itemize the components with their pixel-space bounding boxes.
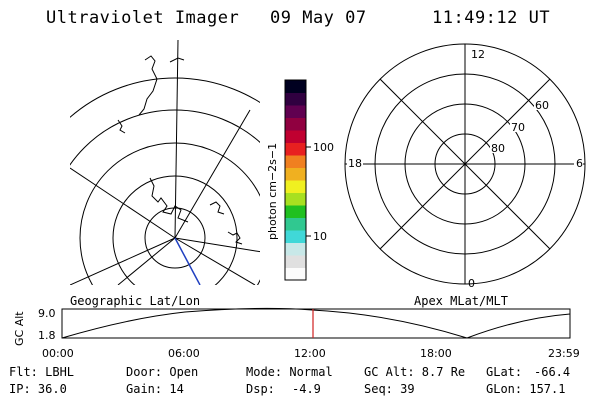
instrument-title: Ultraviolet Imager <box>46 8 240 28</box>
color-bar-frame <box>284 79 307 281</box>
color-bar-segment <box>285 242 306 256</box>
lat-circle <box>112 175 238 285</box>
x-tick-1800: 18:00 <box>420 347 452 360</box>
color-bar-segment <box>285 117 306 131</box>
ip-info: IP: 36.0 <box>9 382 67 396</box>
meridian-line <box>174 109 251 239</box>
color-bar-segment <box>285 130 306 143</box>
altitude-plot: 9.0 1.8 GC Alt 00:00 06:00 12:00 18:00 2… <box>13 307 580 360</box>
color-bar-segment <box>285 92 306 106</box>
seq-info: Seq: 39 <box>364 382 415 396</box>
lat-circle <box>70 109 260 166</box>
lat-circle <box>79 142 260 285</box>
coastline <box>138 55 158 116</box>
meridian-line <box>70 237 176 285</box>
color-bar <box>285 80 306 281</box>
mlat-label-70: 70 <box>511 121 525 134</box>
glat-info: GLat: <box>486 365 523 379</box>
color-bar-segment <box>285 217 306 231</box>
coastline <box>209 201 225 215</box>
coastline <box>227 231 243 245</box>
color-bar-segment <box>285 142 306 156</box>
altitude-curve <box>61 307 571 339</box>
coastline <box>149 177 189 223</box>
altitude-y-label: GC Alt <box>13 311 26 346</box>
altitude-y-min: 1.8 <box>38 329 56 342</box>
meridian-line <box>70 167 176 239</box>
x-tick-2359: 23:59 <box>548 347 580 360</box>
glat-value: -66.4 <box>534 365 571 379</box>
mlt-label-0: 0 <box>468 277 475 290</box>
altitude-frame <box>61 308 571 339</box>
gain-info: Gain: 14 <box>126 382 184 396</box>
mlt-label-6: 6 <box>576 157 583 170</box>
meridian-line <box>174 40 179 239</box>
mlat-label-60: 60 <box>535 99 549 112</box>
x-tick-1200: 12:00 <box>294 347 326 360</box>
meridian-line <box>174 237 260 253</box>
dsp-value: -4.9 <box>292 382 321 396</box>
door-info: Door: Open <box>126 365 199 379</box>
glon-info: GLon: 157.1 <box>486 382 566 396</box>
color-bar-segment <box>285 105 306 118</box>
x-tick-0600: 06:00 <box>168 347 200 360</box>
color-bar-segment <box>285 80 306 93</box>
mlt-line <box>379 78 551 250</box>
mlt-label-18: 18 <box>348 157 362 170</box>
track-line <box>174 237 201 285</box>
x-tick-0000: 00:00 <box>42 347 74 360</box>
color-bar-segment <box>285 255 306 268</box>
mlat-label-80: 80 <box>491 142 505 155</box>
apex-label: Apex MLat/MLT <box>414 294 508 308</box>
mode-info: Mode: Normal <box>246 365 333 379</box>
color-bar-segment <box>285 267 306 281</box>
meridian-line <box>174 237 256 285</box>
gc-alt-info: GC Alt: 8.7 Re <box>364 365 466 379</box>
polar-plot <box>344 43 586 285</box>
mlt-label-12: 12 <box>471 48 485 61</box>
coastline <box>169 57 185 63</box>
altitude-y-max: 9.0 <box>38 307 56 320</box>
geographic-map <box>70 40 260 285</box>
lat-circle <box>70 77 260 118</box>
color-bar-segment <box>285 192 306 206</box>
color-bar-segment <box>285 167 306 181</box>
colorbar-tick-10: 10 <box>313 230 327 243</box>
color-bar-segment <box>285 230 306 243</box>
date-label: 09 May 07 <box>270 8 367 28</box>
time-label: 11:49:12 UT <box>432 8 551 28</box>
colorbar-tick-100: 100 <box>313 141 334 154</box>
coastline <box>117 119 126 134</box>
geographic-label: Geographic Lat/Lon <box>70 294 201 308</box>
meridian-line <box>117 237 176 285</box>
colorbar-unit-label: photon cm−2s−1 <box>266 143 279 240</box>
color-bar-segment <box>285 155 306 168</box>
color-bar-segment <box>285 180 306 193</box>
dsp-info: Dsp: <box>246 382 275 396</box>
color-bar-segment <box>285 205 306 218</box>
filter-info: Flt: LBHL <box>9 365 75 379</box>
